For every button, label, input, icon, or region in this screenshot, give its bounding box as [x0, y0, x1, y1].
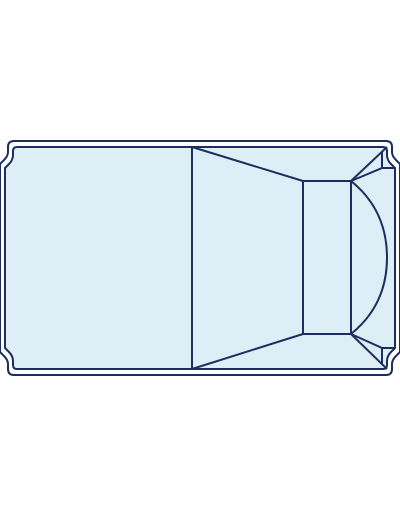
slope-upper-edge: [191, 146, 304, 182]
lower-corner-seat-line-b: [350, 333, 383, 349]
entry-step-platform: [302, 180, 352, 335]
slope-lower-edge: [191, 333, 304, 370]
curved-bench: [350, 180, 389, 335]
upper-corner-seat-line-b: [350, 167, 383, 182]
pool-water-body: [4, 146, 396, 370]
